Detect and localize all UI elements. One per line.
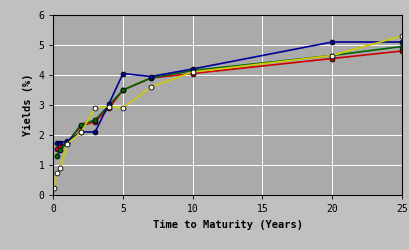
Prev. Week — [190, 69, 195, 72]
End of 1970 — [52, 186, 57, 189]
Line: Prev. Week: Prev. Week — [54, 44, 403, 158]
Prev. Week — [148, 76, 153, 80]
End of 1970 — [106, 105, 111, 108]
Line: End of 1970: End of 1970 — [52, 34, 403, 190]
01-Jan-70 — [79, 124, 83, 128]
End of 1970 — [329, 54, 334, 57]
End of 1970 — [148, 86, 153, 88]
End of 1970 — [58, 166, 63, 170]
End of 1970 — [398, 34, 403, 37]
End of 1970 — [190, 70, 195, 74]
01-Jan-70 — [65, 141, 70, 144]
01-Jan-70 — [398, 50, 403, 52]
Prev. Week — [329, 54, 334, 57]
End of 1970 — [54, 171, 59, 174]
Prev. Week — [106, 104, 111, 106]
Prev. Week — [58, 148, 63, 152]
Prev. Week — [398, 45, 403, 48]
End of Jan. — [54, 141, 59, 144]
Line: End of Jan.: End of Jan. — [54, 40, 403, 145]
End of 1970 — [120, 106, 125, 110]
Prev. Week — [79, 123, 83, 126]
01-Jan-70 — [54, 147, 59, 150]
End of Jan. — [65, 140, 70, 142]
End of 1970 — [79, 130, 83, 134]
Prev. Week — [92, 118, 97, 122]
01-Jan-70 — [190, 72, 195, 75]
End of Jan. — [92, 130, 97, 134]
01-Jan-70 — [106, 106, 111, 110]
Prev. Week — [120, 88, 125, 92]
X-axis label: Time to Maturity (Years): Time to Maturity (Years) — [152, 220, 302, 230]
End of Jan. — [329, 40, 334, 43]
End of Jan. — [148, 75, 153, 78]
Prev. Week — [65, 141, 70, 144]
Y-axis label: Yields (%): Yields (%) — [23, 74, 33, 136]
Prev. Week — [54, 154, 59, 158]
End of Jan. — [58, 141, 63, 144]
End of Jan. — [120, 72, 125, 75]
01-Jan-70 — [120, 88, 125, 92]
End of Jan. — [79, 130, 83, 134]
End of Jan. — [106, 102, 111, 105]
01-Jan-70 — [148, 76, 153, 80]
Line: 01-Jan-70: 01-Jan-70 — [54, 48, 403, 151]
End of 1970 — [92, 106, 97, 110]
End of Jan. — [190, 68, 195, 70]
End of 1970 — [65, 142, 70, 146]
End of Jan. — [398, 40, 403, 43]
01-Jan-70 — [329, 57, 334, 60]
01-Jan-70 — [92, 120, 97, 123]
01-Jan-70 — [58, 146, 63, 148]
